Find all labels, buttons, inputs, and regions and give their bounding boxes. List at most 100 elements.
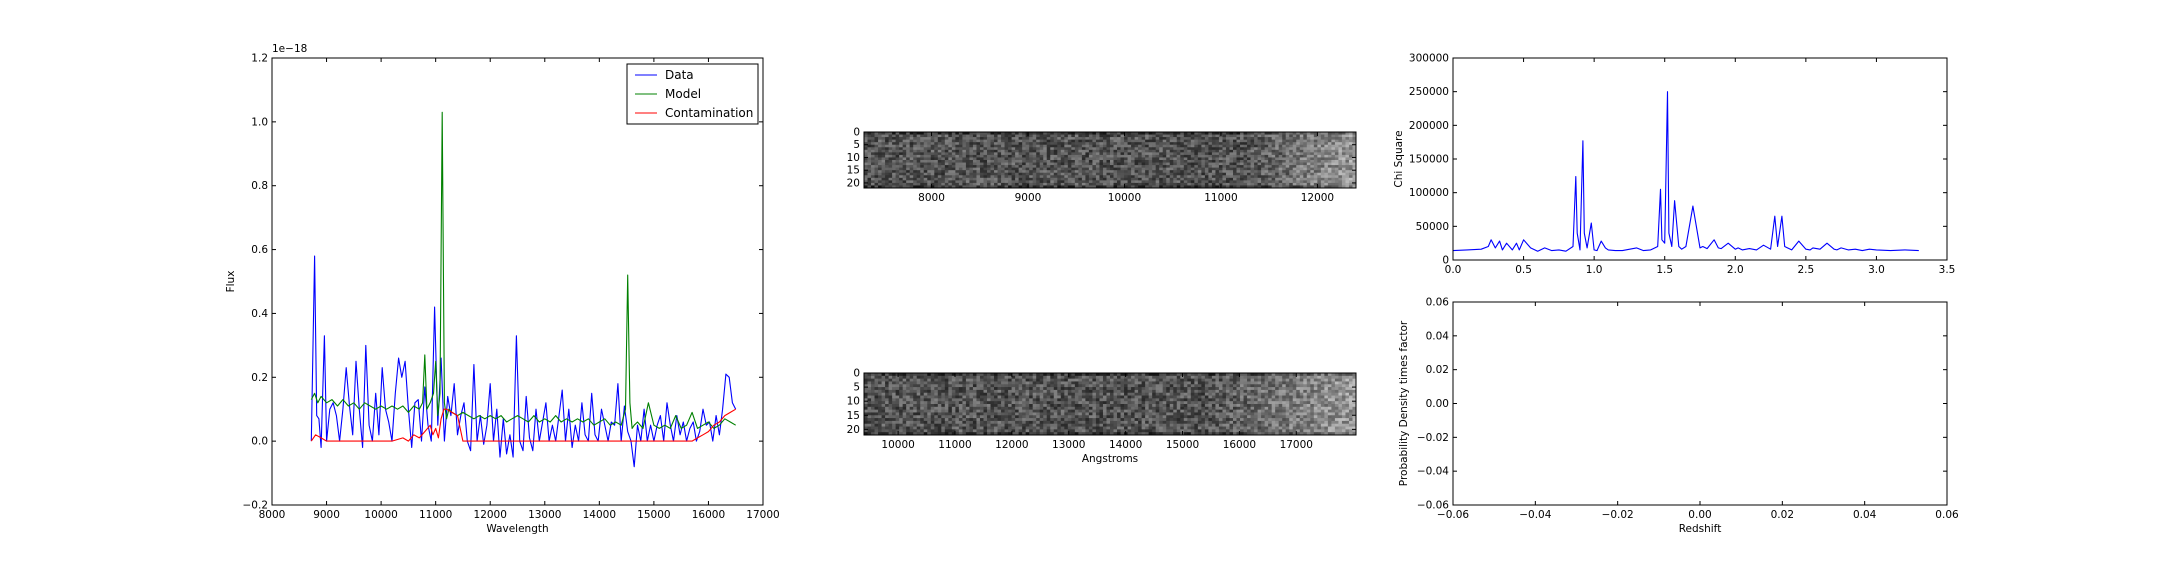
stamp-pixel (1268, 175, 1272, 179)
stamp-pixel (1092, 157, 1097, 161)
stamp-pixel (1053, 378, 1058, 382)
stamp-pixel (1229, 387, 1234, 391)
stamp-pixel (1050, 392, 1055, 396)
stamp-pixel (1095, 387, 1100, 391)
stamp-pixel (941, 172, 946, 176)
stamp-pixel (1299, 404, 1304, 408)
stamp-pixel (969, 378, 974, 382)
stamp-pixel (1303, 139, 1308, 143)
stamp-pixel (1032, 147, 1037, 151)
stamp-pixel (1141, 387, 1146, 391)
stamp-pixel (955, 132, 960, 135)
stamp-pixel (1320, 154, 1325, 158)
stamp-pixel (874, 395, 879, 399)
stamp-pixel (1046, 182, 1051, 186)
stamp-pixel (1285, 373, 1290, 377)
stamp-pixel (1338, 175, 1343, 179)
stamp-pixel (1208, 182, 1213, 186)
stamp-pixel (1236, 406, 1241, 410)
stamp-pixel (885, 404, 889, 408)
stamp-pixel (1197, 398, 1202, 402)
stamp-pixel (1194, 185, 1199, 189)
stamp-pixel (1043, 185, 1048, 189)
stamp-pixel (1197, 132, 1202, 135)
stamp-pixel (1197, 160, 1202, 163)
stamp-pixel (916, 389, 921, 394)
stamp-pixel (1211, 139, 1216, 143)
stamp-pixel (1095, 144, 1100, 148)
stamp-pixel (1225, 375, 1230, 379)
stamp-pixel (1250, 167, 1255, 171)
stamp-pixel (1169, 152, 1174, 156)
stamp-pixel (1303, 398, 1308, 402)
stamp-pixel (1060, 132, 1065, 135)
stamp-pixel (902, 381, 907, 385)
stamp-pixel (1078, 378, 1083, 382)
stamp-pixel (902, 157, 907, 161)
stamp-pixel (1233, 177, 1237, 181)
stamp-pixel (1071, 157, 1076, 161)
stamp-pixel (1320, 387, 1325, 391)
stamp-pixel (1348, 160, 1353, 163)
stamp-pixel (895, 149, 900, 153)
stamp-pixel (1099, 154, 1104, 158)
stamp-pixel (892, 387, 896, 391)
stamp-pixel (1043, 139, 1048, 143)
stamp-pixel (937, 152, 942, 156)
stamp-pixel (979, 157, 984, 161)
stamp-pixel (906, 165, 910, 168)
stamp-pixel (1320, 392, 1325, 396)
stamp-pixel (1334, 384, 1339, 388)
stamp-pixel (885, 149, 889, 153)
stamp-pixel (906, 167, 910, 171)
stamp-pixel (1148, 149, 1153, 153)
stamp-pixel (899, 177, 903, 181)
stamp-pixel (871, 149, 875, 153)
stamp-pixel (1264, 406, 1269, 410)
stamp-pixel (1071, 154, 1076, 158)
stamp-pixel (1201, 160, 1206, 163)
stamp-pixel (990, 142, 995, 146)
stamp-pixel (867, 149, 872, 153)
stamp-pixel (1036, 160, 1041, 163)
stamp-pixel (948, 185, 953, 189)
stamp-pixel (1025, 404, 1030, 408)
stamp-pixel (990, 392, 995, 396)
stamp-pixel (1240, 172, 1244, 176)
stamp-pixel (1155, 381, 1160, 385)
stamp-pixel (1334, 392, 1339, 396)
stamp-pixel (1292, 406, 1297, 410)
stamp-pixel (913, 144, 918, 148)
stamp-pixel (1106, 185, 1111, 189)
stamp-pixel (1211, 387, 1216, 391)
stamp-pixel (1120, 149, 1125, 153)
stamp-pixel (1067, 172, 1072, 176)
stamp-pixel (1176, 137, 1181, 140)
stamp-pixel (1015, 134, 1019, 138)
stamp-pixel (1008, 147, 1012, 151)
stamp-pixel (1289, 170, 1294, 174)
stamp-pixel (1071, 389, 1076, 394)
stamp-pixel (1071, 392, 1076, 396)
stamp-pixel (1173, 398, 1178, 402)
stamp-pixel (1117, 404, 1121, 408)
stamp-pixel (1254, 177, 1258, 181)
stamp-pixel (1162, 406, 1167, 410)
stamp-pixel (1201, 177, 1206, 181)
stamp-pixel (920, 384, 925, 388)
stamp-pixel (1313, 157, 1318, 161)
stamp-pixel (1180, 401, 1185, 405)
stamp-pixel (871, 378, 875, 382)
stamp-pixel (1331, 381, 1336, 385)
stamp-pixel (1050, 147, 1055, 151)
stamp-pixel (902, 384, 907, 388)
stamp-pixel (916, 180, 921, 184)
stamp-pixel (979, 404, 984, 408)
stamp-pixel (1124, 381, 1128, 385)
stamp-pixel (1092, 172, 1097, 176)
stamp-pixel (958, 185, 963, 189)
stamp-pixel (1022, 180, 1026, 184)
stamp-pixel (874, 160, 879, 163)
stamp-pixel (1166, 387, 1171, 391)
stamp-pixel (951, 384, 956, 388)
